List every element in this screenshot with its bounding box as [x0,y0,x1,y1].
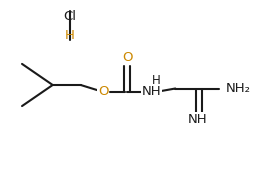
Text: NH: NH [188,113,208,126]
Text: Cl: Cl [64,10,76,23]
Text: O: O [98,85,109,98]
Text: H: H [152,74,161,87]
Text: O: O [122,51,133,64]
Text: H: H [65,29,75,42]
Text: NH₂: NH₂ [226,82,251,95]
Text: NH: NH [142,85,161,98]
